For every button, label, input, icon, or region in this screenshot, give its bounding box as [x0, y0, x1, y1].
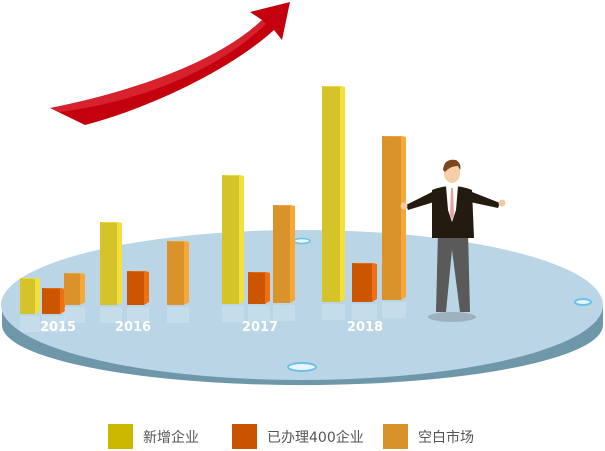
rising-arrow-icon	[50, 2, 290, 125]
platform-light-icon	[287, 362, 317, 372]
businessman-figure	[400, 159, 506, 322]
bar-2015-series-3	[64, 273, 85, 323]
legend-swatch	[108, 424, 133, 449]
bar-2017-series-1	[222, 175, 244, 322]
chart-canvas: 2015 2016 2017 2018	[1, 2, 603, 386]
bar-2017-series-3	[273, 205, 295, 321]
legend: 新增企业 已办理400企业 空白市场	[0, 424, 605, 450]
bar-2015-series-1	[20, 278, 40, 332]
tick-label-2015: 2015	[40, 320, 76, 335]
legend-item-new-enterprises: 新增企业	[108, 424, 199, 449]
legend-item-blank-market: 空白市场	[383, 424, 474, 449]
tick-label-2017: 2017	[242, 320, 278, 335]
bar-2016-series-1	[100, 222, 122, 323]
legend-label: 已办理400企业	[267, 429, 364, 446]
legend-label: 新增企业	[143, 429, 199, 446]
bars-group	[20, 86, 406, 332]
platform-light-icon	[574, 298, 592, 306]
bar-2018-series-2	[352, 263, 377, 320]
bar-2018-series-1	[322, 86, 345, 320]
platform	[1, 230, 603, 386]
legend-swatch	[383, 424, 408, 449]
legend-swatch	[232, 424, 257, 449]
bar-2017-series-2	[248, 272, 270, 322]
bar-2018-series-3	[382, 136, 406, 318]
tick-label-2016: 2016	[115, 320, 151, 335]
tick-label-2018: 2018	[347, 320, 383, 335]
legend-label: 空白市场	[418, 429, 474, 446]
platform-light-icon	[293, 237, 311, 245]
bar-2016-series-2	[127, 271, 149, 323]
year-labels: 2015 2016 2017 2018	[40, 320, 383, 335]
bar-2016-series-3	[167, 241, 189, 323]
legend-item-400-enterprises: 已办理400企业	[232, 424, 364, 449]
bar-2015-series-2	[42, 288, 65, 332]
